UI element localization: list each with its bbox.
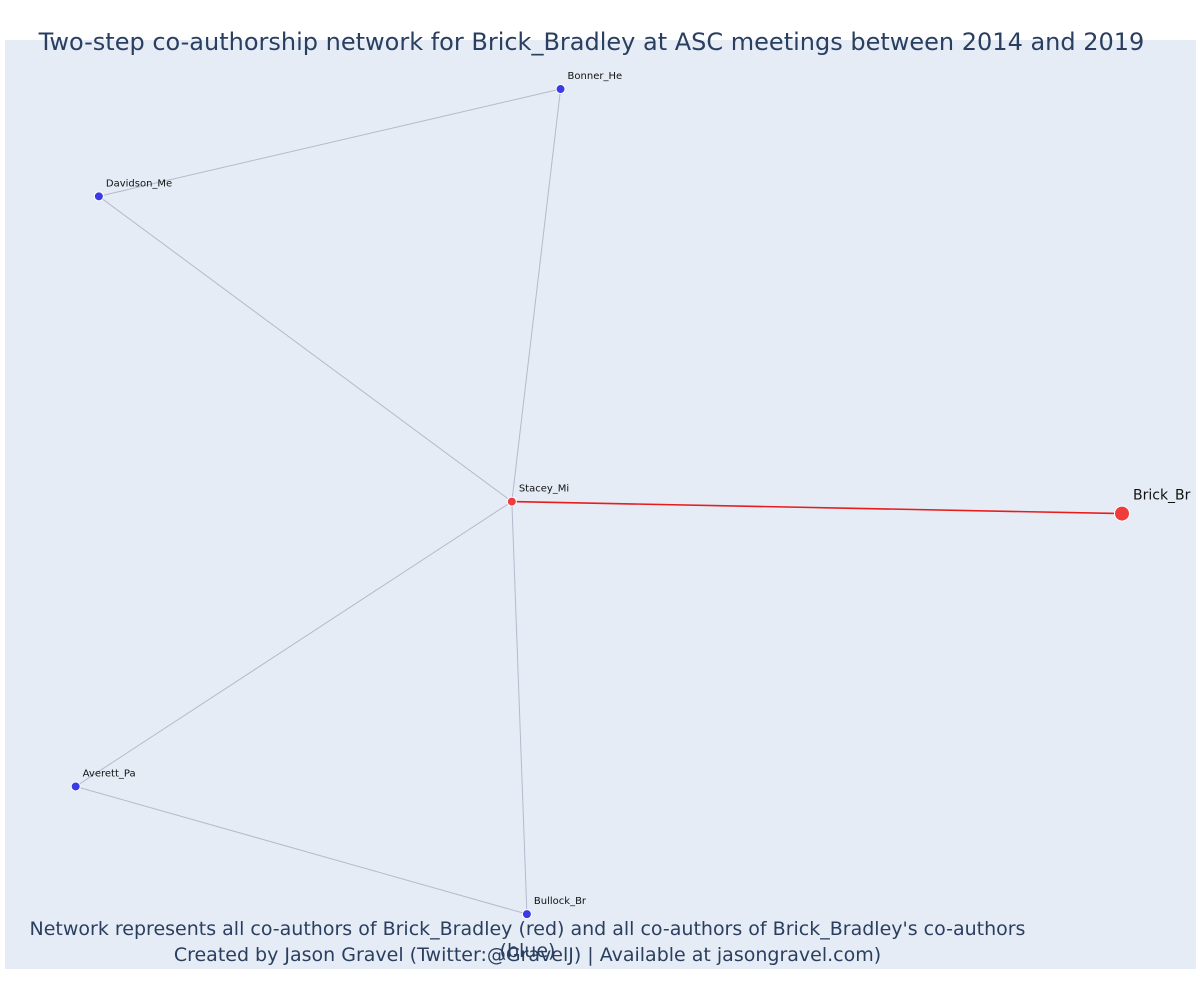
node-label-Davidson_Me: Davidson_Me <box>106 178 172 189</box>
node-Bullock_Br[interactable] <box>521 909 532 920</box>
footer-caption-line1: Network represents all co-authors of Bri… <box>29 918 1026 962</box>
node-label-Bonner_He: Bonner_He <box>568 71 623 82</box>
plot-area <box>5 40 1196 969</box>
node-label-Bullock_Br: Bullock_Br <box>534 896 587 907</box>
node-label-Brick_Br: Brick_Br <box>1133 488 1191 504</box>
node-Davidson_Me[interactable] <box>93 191 104 202</box>
node-Stacey_Mi[interactable] <box>506 496 517 507</box>
edge-Davidson_Me-Bonner_He <box>98 88 561 197</box>
edge-Stacey_Mi-Averett_Pa <box>75 501 513 787</box>
chart-title: Two-step co-authorship network for Brick… <box>38 28 1145 56</box>
node-Averett_Pa[interactable] <box>70 781 81 792</box>
edge-Stacey_Mi-Bullock_Br <box>511 501 528 915</box>
edge-Averett_Pa-Bullock_Br <box>75 785 528 915</box>
node-Brick_Br[interactable] <box>1114 505 1130 522</box>
node-Bonner_He[interactable] <box>555 84 566 95</box>
node-label-Averett_Pa: Averett_Pa <box>83 768 136 779</box>
node-label-Stacey_Mi: Stacey_Mi <box>519 484 569 495</box>
edge-Stacey_Mi-Bonner_He <box>511 88 562 502</box>
footer-caption-line2: Created by Jason Gravel (Twitter:@Gravel… <box>173 944 882 966</box>
edge-Stacey_Mi-Davidson_Me <box>98 195 513 502</box>
edge-Brick_Br-Stacey_Mi <box>511 500 1123 515</box>
